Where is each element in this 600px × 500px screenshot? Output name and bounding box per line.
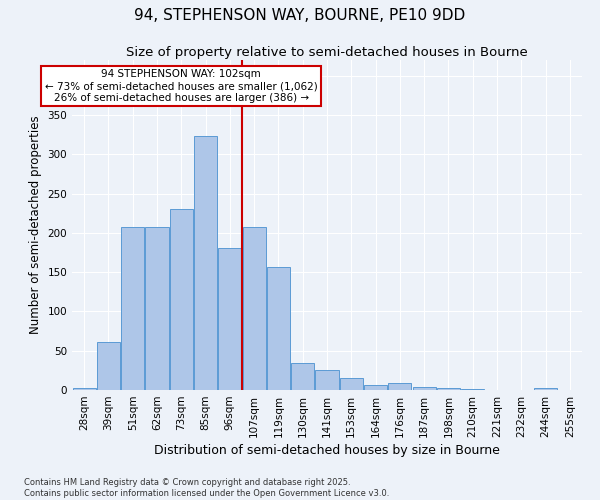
Text: 94 STEPHENSON WAY: 102sqm
← 73% of semi-detached houses are smaller (1,062)
26% : 94 STEPHENSON WAY: 102sqm ← 73% of semi-… bbox=[45, 70, 317, 102]
Bar bbox=[437, 388, 460, 390]
Bar bbox=[194, 136, 217, 390]
Bar bbox=[291, 364, 314, 390]
Bar bbox=[170, 210, 193, 390]
Bar bbox=[316, 370, 338, 390]
Bar bbox=[461, 389, 484, 390]
Bar bbox=[97, 342, 120, 390]
Bar bbox=[340, 378, 363, 390]
Bar bbox=[534, 388, 557, 390]
Text: Contains HM Land Registry data © Crown copyright and database right 2025.
Contai: Contains HM Land Registry data © Crown c… bbox=[24, 478, 389, 498]
Title: Size of property relative to semi-detached houses in Bourne: Size of property relative to semi-detach… bbox=[126, 46, 528, 59]
Bar bbox=[413, 387, 436, 390]
X-axis label: Distribution of semi-detached houses by size in Bourne: Distribution of semi-detached houses by … bbox=[154, 444, 500, 457]
Bar bbox=[145, 228, 169, 390]
Bar bbox=[267, 268, 290, 390]
Y-axis label: Number of semi-detached properties: Number of semi-detached properties bbox=[29, 116, 42, 334]
Text: 94, STEPHENSON WAY, BOURNE, PE10 9DD: 94, STEPHENSON WAY, BOURNE, PE10 9DD bbox=[134, 8, 466, 22]
Bar bbox=[388, 383, 412, 390]
Bar bbox=[242, 228, 266, 390]
Bar bbox=[218, 248, 241, 390]
Bar bbox=[121, 228, 144, 390]
Bar bbox=[73, 388, 95, 390]
Bar bbox=[364, 384, 387, 390]
